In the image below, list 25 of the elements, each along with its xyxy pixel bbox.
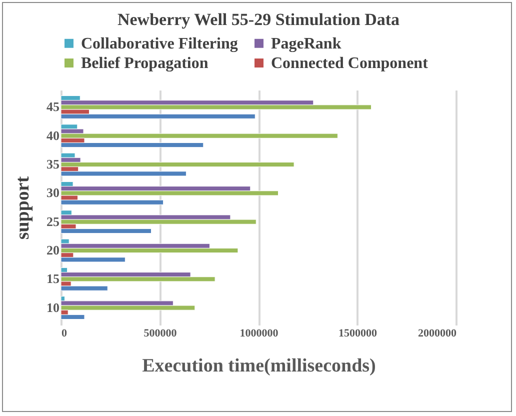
y-tick-label: 25 [46,214,60,229]
x-tick-label: 0 [62,328,68,340]
x-axis-title: Execution time(milliseconds) [142,356,376,376]
y-tick-label: 20 [46,242,60,258]
y-tick-label: 45 [46,99,60,114]
bar [60,314,85,320]
x-tick-label: 1000000 [240,328,279,340]
bar [60,162,294,168]
y-tick-label: 40 [46,128,60,143]
x-tick-label: 500000 [144,328,178,340]
y-tick-label: 15 [46,271,60,286]
legend-label: PageRank [271,35,342,52]
y-axis-title: support [12,176,34,240]
legend-label: Collaborative Filtering [81,35,238,52]
legend-label: Belief Propagation [81,55,208,72]
x-tick-label: 2000000 [418,328,457,340]
y-tick-label: 30 [46,185,60,200]
legend-label: Connected Component [271,55,429,72]
bar [60,142,204,148]
y-tick-label: 10 [46,300,60,315]
chart-title: Newberry Well 55-29 Stimulation Data [117,10,400,29]
y-tick-label: 35 [46,156,60,172]
x-tick-label: 1500000 [338,328,378,340]
bar [60,248,238,254]
bar [60,228,152,234]
